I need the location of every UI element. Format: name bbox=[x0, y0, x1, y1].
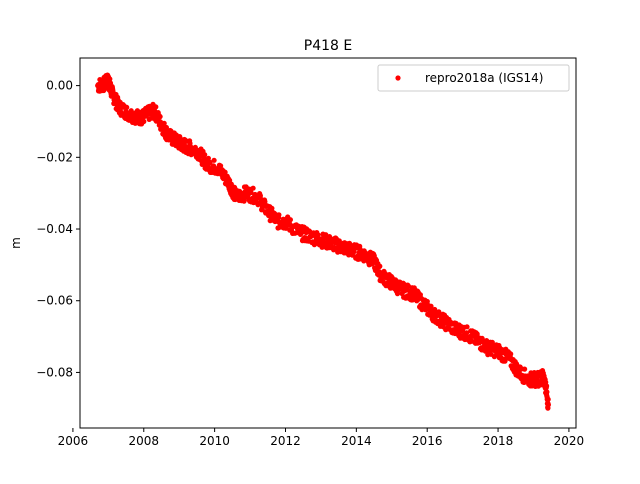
data-point bbox=[250, 185, 256, 191]
data-point bbox=[544, 383, 550, 389]
x-tick-label: 2012 bbox=[270, 434, 301, 448]
data-point bbox=[436, 309, 442, 315]
data-point bbox=[222, 169, 228, 175]
data-point bbox=[464, 330, 470, 336]
y-tick-label: −0.06 bbox=[36, 294, 73, 308]
x-tick-label: 2020 bbox=[554, 434, 585, 448]
data-point bbox=[464, 324, 470, 330]
data-point bbox=[508, 351, 514, 357]
data-point bbox=[377, 263, 383, 269]
data-point bbox=[262, 199, 268, 205]
axis-ticks: 2006 2008 2010 2012 2014 2016 2018 2020 0.00 −0.0… bbox=[36, 79, 584, 448]
data-point bbox=[157, 114, 163, 120]
plot-frame bbox=[79, 57, 577, 429]
chart-title: P418 E bbox=[304, 38, 352, 54]
data-point bbox=[276, 212, 282, 218]
data-point bbox=[544, 389, 550, 395]
data-point bbox=[211, 157, 217, 163]
data-point bbox=[315, 232, 321, 238]
data-point bbox=[141, 118, 147, 125]
x-tick-label: 2014 bbox=[341, 434, 372, 448]
data-point bbox=[161, 120, 167, 126]
x-tick-label: 2018 bbox=[483, 434, 514, 448]
y-tick-label: −0.02 bbox=[36, 150, 73, 164]
x-tick-label: 2006 bbox=[58, 434, 89, 448]
y-tick-label: −0.08 bbox=[36, 365, 73, 379]
data-point bbox=[474, 331, 480, 337]
data-points bbox=[95, 72, 552, 411]
data-point bbox=[522, 366, 528, 372]
legend: repro2018a (IGS14) bbox=[377, 64, 570, 92]
data-point bbox=[124, 104, 130, 110]
data-point bbox=[202, 152, 208, 158]
data-point bbox=[287, 217, 293, 223]
data-point bbox=[241, 198, 247, 204]
y-tick-label: 0.00 bbox=[46, 79, 73, 93]
data-point bbox=[424, 298, 430, 305]
legend-marker bbox=[395, 75, 401, 81]
data-point bbox=[545, 396, 551, 402]
data-point bbox=[107, 76, 113, 82]
data-point bbox=[428, 303, 434, 309]
data-point bbox=[207, 159, 213, 165]
data-point bbox=[248, 189, 254, 196]
data-point bbox=[423, 307, 429, 313]
y-tick-label: −0.04 bbox=[36, 222, 73, 236]
data-point bbox=[153, 104, 159, 110]
x-tick-label: 2010 bbox=[199, 434, 230, 448]
legend-box bbox=[377, 64, 570, 92]
data-point bbox=[163, 124, 169, 131]
y-axis-label: m bbox=[9, 237, 23, 249]
legend-label: repro2018a (IGS14) bbox=[425, 71, 543, 85]
data-point bbox=[545, 402, 552, 408]
x-tick-label: 2008 bbox=[128, 434, 159, 448]
data-point bbox=[336, 238, 342, 244]
data-point bbox=[205, 155, 211, 161]
x-tick-label: 2016 bbox=[412, 434, 443, 448]
